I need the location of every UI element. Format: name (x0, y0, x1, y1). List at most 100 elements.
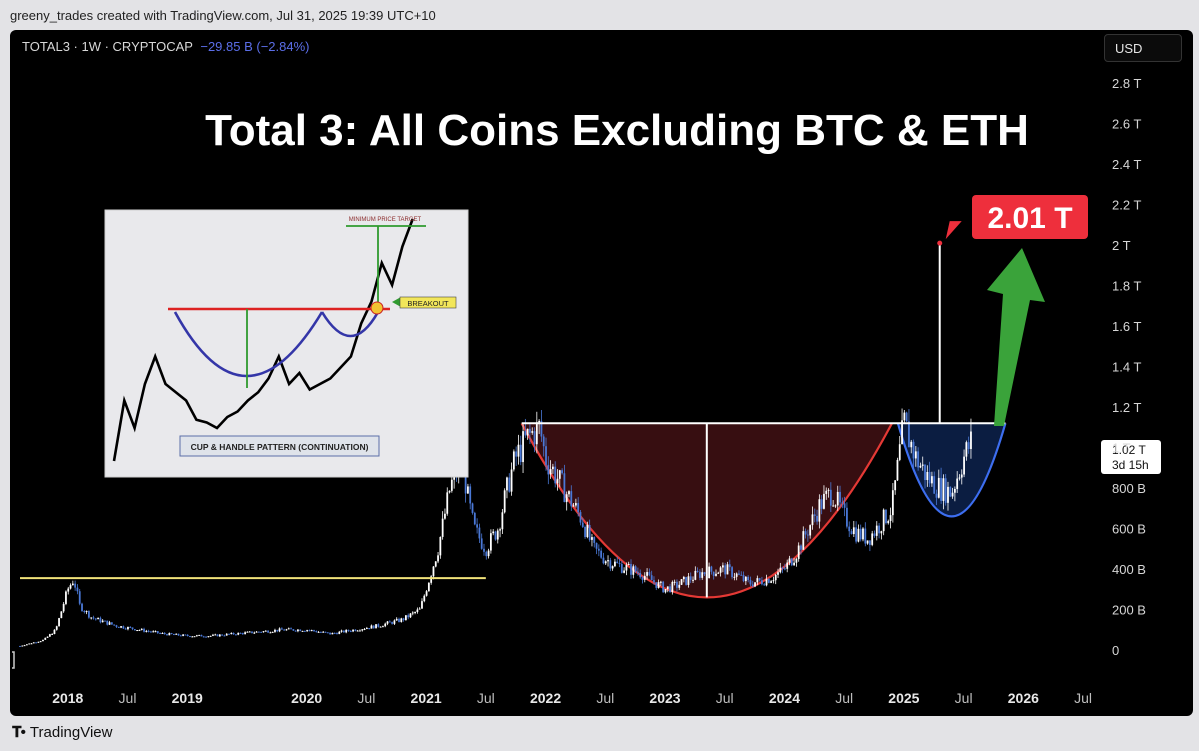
candle-body (207, 636, 210, 638)
candle-body (933, 476, 936, 494)
candle-body (947, 486, 949, 503)
candle-body (510, 469, 513, 492)
candle-body (591, 537, 593, 540)
candle-body (657, 582, 660, 588)
candle-body (784, 568, 786, 570)
candle-body (67, 588, 70, 592)
candle-body (793, 562, 795, 566)
candle-body (836, 491, 839, 506)
candle-body (857, 528, 860, 542)
candle-body (228, 633, 230, 635)
candle-body (485, 551, 488, 557)
candle-body (71, 583, 74, 586)
y-tick-label: 600 B (1112, 522, 1146, 537)
target-label-text: 2.01 T (987, 202, 1072, 235)
candle-body (166, 634, 168, 636)
candle-body (85, 611, 88, 613)
candle-body (648, 572, 651, 576)
candle-body (820, 499, 823, 509)
candle-body (699, 571, 701, 578)
candle-body (903, 412, 906, 421)
candle-body (802, 531, 805, 550)
candle-body (717, 572, 720, 574)
candle-body (120, 626, 122, 628)
candle-body (352, 629, 354, 632)
candle-body (154, 631, 157, 633)
candle-body (122, 626, 125, 629)
currency-button[interactable]: USD (1104, 34, 1182, 62)
candle-body (694, 570, 697, 580)
candle-body (570, 491, 573, 507)
candle-body (841, 502, 844, 504)
candle-body (186, 634, 189, 637)
candle-body (322, 631, 325, 633)
candle-body (347, 629, 350, 632)
candle-body (489, 533, 492, 551)
candle-body (136, 630, 139, 632)
candle-body (248, 631, 251, 633)
candle-body (409, 613, 412, 618)
candle-body (372, 625, 375, 629)
x-tick-label: Jul (119, 690, 137, 706)
candle-body (280, 628, 283, 630)
symbol-legend[interactable]: TOTAL3 · 1W · CRYPTOCAP −29.85 B (−2.84%… (22, 39, 310, 54)
candle-body (643, 575, 646, 580)
chart-title: Total 3: All Coins Excluding BTC & ETH (205, 106, 1029, 155)
candle-body (731, 567, 733, 578)
tradingview-brand: TradingView (29, 724, 113, 741)
candle-body (483, 548, 485, 552)
candle-body (423, 595, 426, 602)
candle-body (809, 525, 812, 536)
candle-body (565, 494, 568, 503)
inset-handle-curve (320, 311, 380, 338)
candle-body (257, 631, 260, 633)
candle-body (306, 630, 309, 632)
candle-body (687, 576, 690, 585)
candle-body (917, 451, 920, 468)
y-tick-label: 1.2 T (1112, 400, 1141, 415)
candle-body (689, 576, 692, 580)
candle-body (875, 525, 878, 536)
candle-body (271, 631, 274, 633)
candle-body (487, 550, 490, 557)
candle-body (958, 477, 961, 479)
candle-body (432, 566, 435, 577)
candle-body (209, 635, 212, 637)
candle-body (131, 627, 134, 630)
candle-body (873, 533, 876, 536)
candle-body (880, 531, 883, 534)
candle-body (138, 629, 141, 631)
x-tick-label: Jul (477, 690, 495, 706)
candle-body (515, 451, 518, 457)
candle-body (175, 633, 178, 635)
tradingview-logo[interactable]: 𝐓• TradingView (12, 724, 112, 741)
candle-body (69, 585, 72, 589)
candle-body (246, 631, 249, 633)
candle-body (556, 478, 559, 484)
candle-body (701, 572, 704, 578)
candle-body (891, 490, 894, 516)
candle-body (320, 631, 322, 633)
candle-body (177, 633, 180, 636)
candle-body (299, 629, 302, 632)
y-tick-label: 1.8 T (1112, 279, 1141, 294)
candle-body (611, 566, 614, 569)
candle-body (806, 534, 809, 536)
candle-body (715, 573, 717, 576)
candle-body (779, 567, 782, 573)
candle-body (641, 577, 644, 580)
candle-body (232, 632, 235, 635)
candle-body (127, 626, 129, 630)
candle-body (55, 626, 58, 630)
candle-body (365, 628, 368, 630)
candle-body (552, 466, 554, 470)
candle-body (496, 530, 499, 540)
y-tick-label: 2.2 T (1112, 198, 1141, 213)
candle-body (143, 628, 145, 632)
candle-body (795, 558, 798, 563)
candle-body (471, 503, 474, 513)
candle-body (25, 644, 28, 646)
candle-body (39, 641, 42, 643)
candle-body (92, 617, 95, 619)
